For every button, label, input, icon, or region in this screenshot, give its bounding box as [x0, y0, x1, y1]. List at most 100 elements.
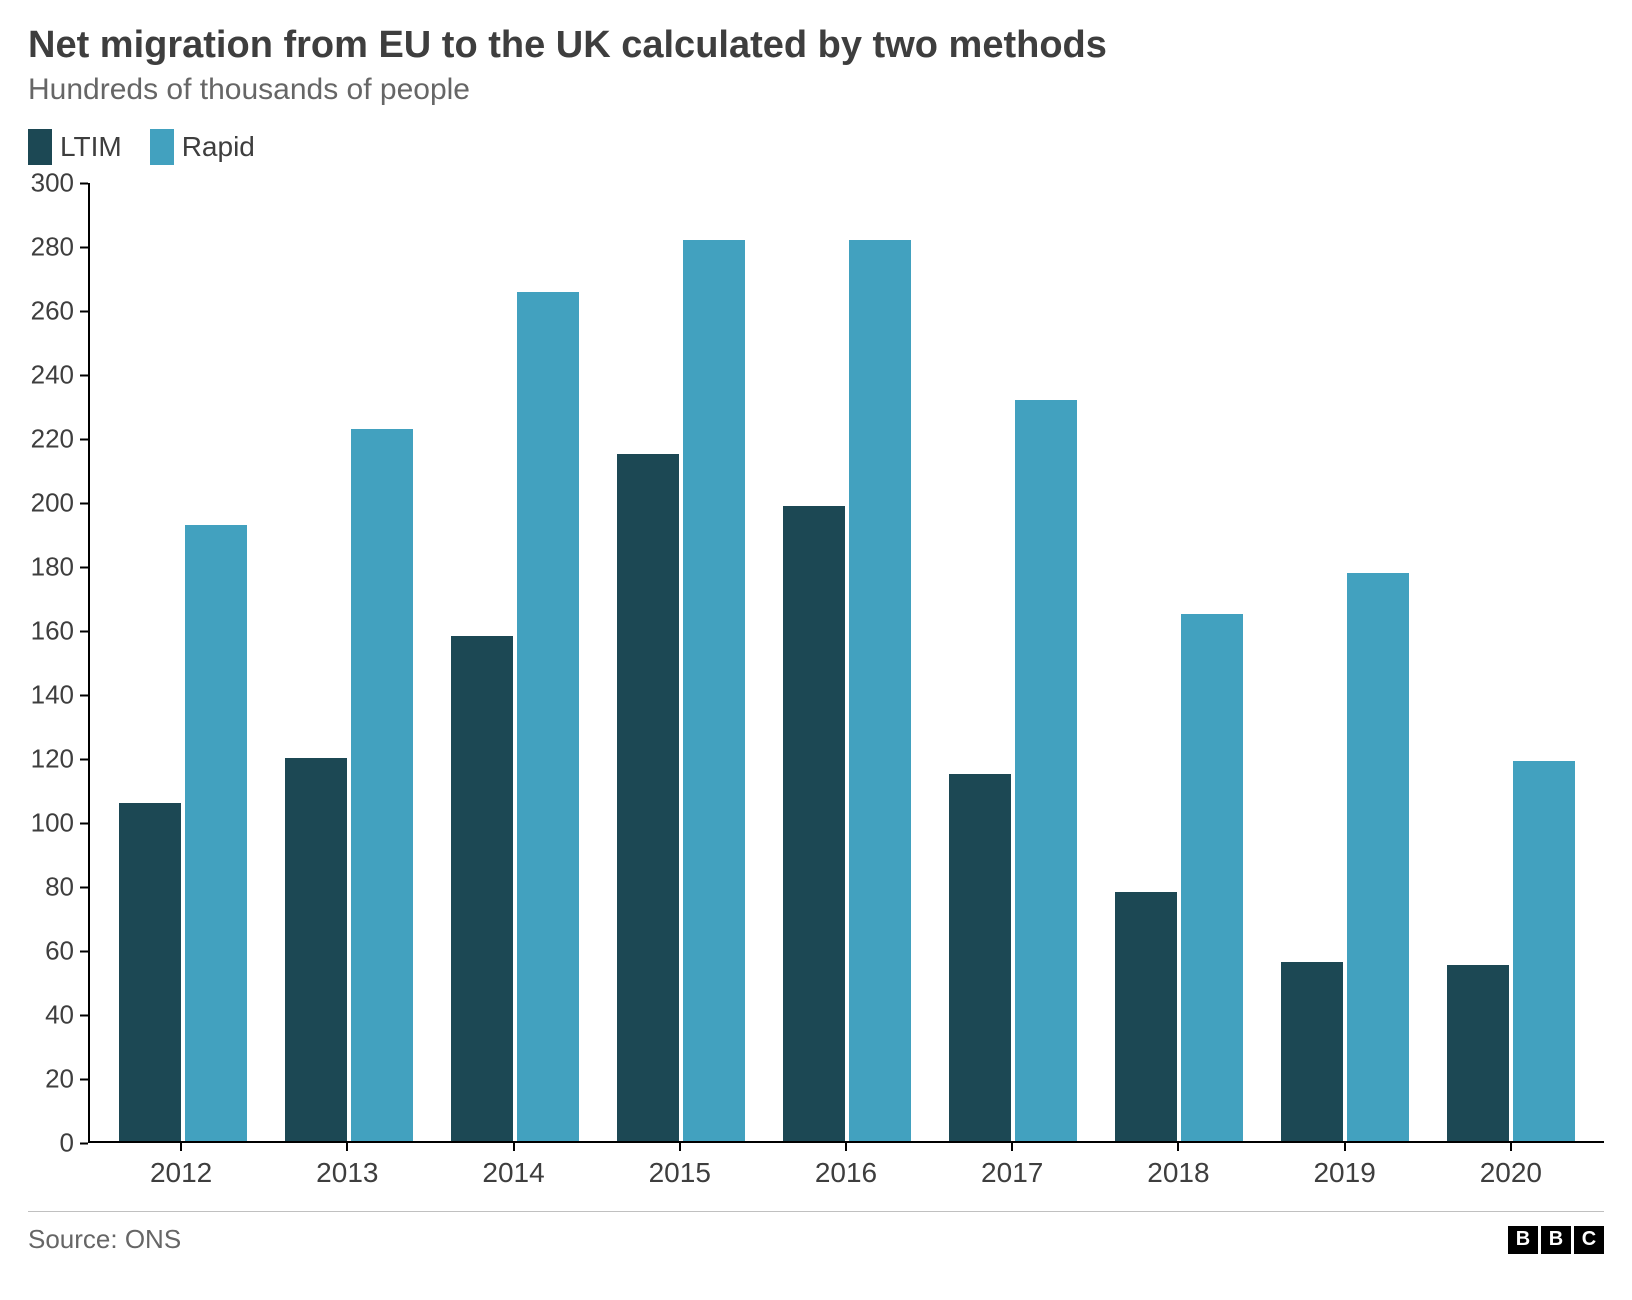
y-tick-mark [80, 438, 88, 440]
y-tick-mark [80, 182, 88, 184]
bar [783, 506, 845, 1141]
legend-label-ltim: LTIM [60, 131, 122, 163]
bars-container [90, 183, 1604, 1141]
x-tick: 2012 [117, 1143, 245, 1193]
bar [451, 636, 513, 1141]
x-tick-mark [679, 1143, 681, 1151]
y-tick-mark [80, 822, 88, 824]
y-tick-mark [80, 758, 88, 760]
bbc-logo: B B C [1508, 1226, 1604, 1254]
legend-item-ltim: LTIM [28, 129, 122, 165]
y-tick: 260 [28, 296, 88, 327]
bar-group [617, 183, 745, 1141]
bar-group [1115, 183, 1243, 1141]
y-axis: 0204060801001201401601802002202402602803… [28, 183, 88, 1143]
bar [185, 525, 247, 1141]
x-tick: 2013 [283, 1143, 411, 1193]
y-tick-label: 220 [28, 424, 74, 455]
x-tick-mark [845, 1143, 847, 1151]
y-tick: 300 [28, 168, 88, 199]
x-axis: 201220132014201520162017201820192020 [88, 1143, 1604, 1193]
legend-swatch-ltim [28, 129, 52, 165]
bar-group [451, 183, 579, 1141]
y-tick: 20 [28, 1064, 88, 1095]
x-tick-mark [1011, 1143, 1013, 1151]
y-tick-label: 0 [28, 1128, 74, 1159]
bar [683, 240, 745, 1141]
y-tick-label: 40 [28, 1000, 74, 1031]
x-tick-mark [513, 1143, 515, 1151]
y-tick-label: 180 [28, 552, 74, 583]
bar [1513, 761, 1575, 1141]
bar-group [285, 183, 413, 1141]
legend: LTIM Rapid [28, 129, 1604, 165]
y-tick-label: 80 [28, 872, 74, 903]
plot-wrapper: 0204060801001201401601802002202402602803… [28, 183, 1604, 1193]
x-tick: 2018 [1114, 1143, 1242, 1193]
x-tick-mark [180, 1143, 182, 1151]
y-tick-mark [80, 310, 88, 312]
bar-group [783, 183, 911, 1141]
plot-area [88, 183, 1604, 1143]
y-tick: 60 [28, 936, 88, 967]
x-tick: 2020 [1447, 1143, 1575, 1193]
bar-group [949, 183, 1077, 1141]
y-tick-label: 260 [28, 296, 74, 327]
y-tick-label: 160 [28, 616, 74, 647]
y-tick-label: 100 [28, 808, 74, 839]
x-tick-mark [346, 1143, 348, 1151]
x-tick-mark [1510, 1143, 1512, 1151]
x-tick: 2014 [450, 1143, 578, 1193]
y-tick-label: 300 [28, 168, 74, 199]
legend-label-rapid: Rapid [182, 131, 255, 163]
x-tick-label: 2017 [981, 1157, 1043, 1189]
x-tick-label: 2012 [150, 1157, 212, 1189]
x-tick-label: 2020 [1480, 1157, 1542, 1189]
bar [849, 240, 911, 1141]
y-tick-mark [80, 502, 88, 504]
bar [949, 774, 1011, 1141]
y-tick: 220 [28, 424, 88, 455]
bar-group [1281, 183, 1409, 1141]
x-tick-mark [1344, 1143, 1346, 1151]
y-tick: 200 [28, 488, 88, 519]
y-tick-label: 140 [28, 680, 74, 711]
y-tick: 100 [28, 808, 88, 839]
bar [1015, 400, 1077, 1141]
x-tick: 2016 [782, 1143, 910, 1193]
x-tick-label: 2015 [649, 1157, 711, 1189]
bar-group [1447, 183, 1575, 1141]
x-tick: 2015 [616, 1143, 744, 1193]
y-tick-mark [80, 950, 88, 952]
y-tick-mark [80, 630, 88, 632]
bar [1447, 965, 1509, 1141]
y-tick: 120 [28, 744, 88, 775]
x-tick-label: 2018 [1147, 1157, 1209, 1189]
source-label: Source: ONS [28, 1224, 181, 1255]
y-tick-label: 240 [28, 360, 74, 391]
y-tick-label: 20 [28, 1064, 74, 1095]
bar [1115, 892, 1177, 1141]
chart-subtitle: Hundreds of thousands of people [28, 73, 1604, 107]
y-tick-mark [80, 1014, 88, 1016]
y-tick-label: 280 [28, 232, 74, 263]
x-tick-label: 2014 [482, 1157, 544, 1189]
y-tick-mark [80, 886, 88, 888]
y-tick-mark [80, 1078, 88, 1080]
y-tick-label: 60 [28, 936, 74, 967]
chart-title: Net migration from EU to the UK calculat… [28, 24, 1604, 67]
x-tick-mark [1177, 1143, 1179, 1151]
y-tick-mark [80, 694, 88, 696]
y-tick-mark [80, 374, 88, 376]
y-tick: 240 [28, 360, 88, 391]
chart-footer: Source: ONS B B C [28, 1211, 1604, 1255]
bbc-logo-b1: B [1508, 1226, 1538, 1254]
y-tick: 140 [28, 680, 88, 711]
bar [119, 803, 181, 1141]
x-tick-label: 2016 [815, 1157, 877, 1189]
y-tick: 280 [28, 232, 88, 263]
y-tick: 80 [28, 872, 88, 903]
legend-swatch-rapid [150, 129, 174, 165]
y-tick-label: 200 [28, 488, 74, 519]
y-tick-mark [80, 246, 88, 248]
